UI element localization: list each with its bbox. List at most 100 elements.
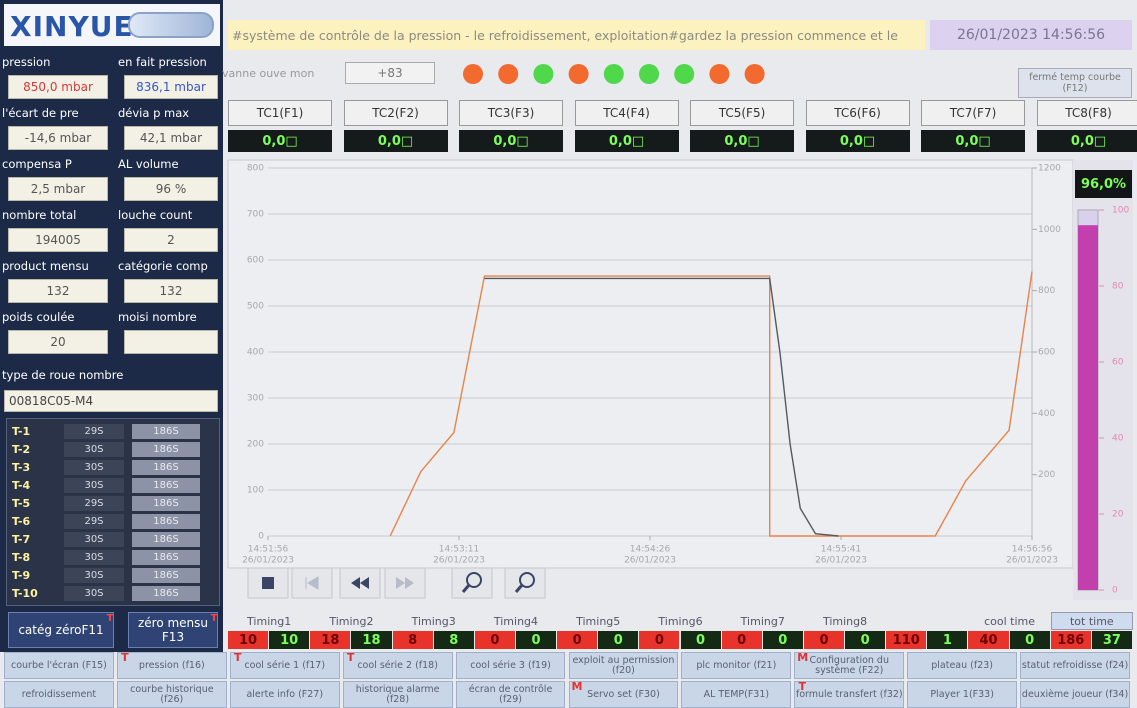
gauge-tick-label: 100 <box>1112 206 1129 216</box>
t-name: T-1 <box>12 423 60 439</box>
status-lamp <box>639 64 659 84</box>
menu-button[interactable]: écran de contrôle (f29) <box>456 681 566 708</box>
timing-value-a: 8 <box>393 631 433 649</box>
y-tick-label: 800 <box>247 164 264 174</box>
x-tick-date: 26/01/2023 <box>1006 556 1058 566</box>
x-tick-date: 26/01/2023 <box>815 556 867 566</box>
t-value-a: 30S <box>64 568 124 583</box>
gauge-tick-label: 60 <box>1112 358 1124 368</box>
menu-button[interactable]: refroidissement <box>4 681 114 708</box>
field-label: poids coulée <box>2 310 112 328</box>
x-tick-label: 14:55:41 <box>821 545 861 555</box>
valve-label: vanne ouve mon <box>222 62 342 84</box>
menu-button[interactable]: plateau (f23) <box>907 652 1017 679</box>
y2-tick-label: 400 <box>1038 409 1055 419</box>
timing-label: Timing1 <box>228 612 310 630</box>
gauge-fill <box>1078 225 1098 590</box>
y2-tick-label: 1000 <box>1038 225 1061 235</box>
zero-button-mark: T <box>209 613 219 625</box>
icon-stop <box>262 577 274 589</box>
timing-value-a: 0 <box>804 631 844 649</box>
timing-value-a: 0 <box>639 631 679 649</box>
y-tick-label: 400 <box>247 348 264 358</box>
hmi-screen: 0100200300400500600700800200400600800100… <box>0 0 1137 708</box>
gauge-tick-label: 40 <box>1112 434 1124 444</box>
menu-button[interactable]: pression (f16)T <box>117 652 227 679</box>
menu-button[interactable]: statut refroidisse (f24) <box>1020 652 1130 679</box>
t-value-b: 186S <box>132 568 200 583</box>
tc-button[interactable]: TC5(F5) <box>690 100 794 126</box>
status-lamp <box>498 64 518 84</box>
t-name: T-6 <box>12 513 60 529</box>
field-label: moisi nombre <box>118 310 222 328</box>
timing-value-a: 186 <box>1051 631 1091 649</box>
menu-button[interactable]: courbe historique (f26) <box>117 681 227 708</box>
menu-button[interactable]: Player 1(F33) <box>907 681 1017 708</box>
timing-value-b: 0 <box>763 631 803 649</box>
menu-button[interactable]: Configuration du système (F22)M <box>794 652 904 679</box>
y-tick-label: 300 <box>247 394 264 404</box>
menu-button[interactable]: alerte info (F27) <box>230 681 340 708</box>
gauge-tick-label: 20 <box>1112 510 1124 520</box>
x-tick-date: 26/01/2023 <box>624 556 676 566</box>
timing-value-a: 0 <box>475 631 515 649</box>
t-value-a: 30S <box>64 550 124 565</box>
status-lamp <box>569 64 589 84</box>
menu-button[interactable]: AL TEMP(F31) <box>681 681 791 708</box>
timing-label: Timing3 <box>393 612 475 630</box>
menu-button[interactable]: cool série 3 (f19) <box>456 652 566 679</box>
tc-value: 0,0□ <box>806 130 910 152</box>
datetime: 26/01/2023 14:56:56 <box>930 20 1132 50</box>
y2-tick-label: 200 <box>1038 470 1055 480</box>
gauge-tick-label: 80 <box>1112 282 1124 292</box>
timing-value-a: 18 <box>310 631 350 649</box>
t-value-b: 186S <box>132 478 200 493</box>
tc-value: 0,0□ <box>459 130 563 152</box>
y2-tick-label: 1200 <box>1038 164 1061 174</box>
tc-button[interactable]: TC2(F2) <box>344 100 448 126</box>
t-value-b: 186S <box>132 550 200 565</box>
menu-button[interactable]: courbe l'écran (F15) <box>4 652 114 679</box>
x-tick-label: 14:53:11 <box>439 545 479 555</box>
menu-button[interactable]: historique alarme (f28) <box>343 681 453 708</box>
curve-button[interactable]: fermé temp courbe (F12) <box>1018 68 1132 98</box>
menu-button[interactable]: exploit au permission (f20) <box>569 652 679 679</box>
field-label: pression <box>2 55 112 73</box>
t-value-b: 186S <box>132 424 200 439</box>
menu-button-mark: M <box>797 653 807 665</box>
tc-button[interactable]: TC4(F4) <box>575 100 679 126</box>
menu-button[interactable]: Servo set (F30)M <box>569 681 679 708</box>
chart-background <box>228 160 1073 568</box>
tc-button[interactable]: TC1(F1) <box>228 100 332 126</box>
field-label: product mensu <box>2 259 112 277</box>
t-value-b: 186S <box>132 496 200 511</box>
menu-button-mark: T <box>797 682 807 694</box>
valve-value: +83 <box>345 62 435 84</box>
timing-label: Timing5 <box>557 612 639 630</box>
menu-button[interactable]: cool série 2 (f18)T <box>343 652 453 679</box>
menu-button[interactable]: plc monitor (f21) <box>681 652 791 679</box>
tc-button[interactable]: TC6(F6) <box>806 100 910 126</box>
timing-value-b: 18 <box>351 631 391 649</box>
t-value-a: 29S <box>64 514 124 529</box>
tc-value: 0,0□ <box>344 130 448 152</box>
tc-button[interactable]: TC7(F7) <box>921 100 1025 126</box>
timing-value-a: 0 <box>722 631 762 649</box>
x-tick-date: 26/01/2023 <box>433 556 485 566</box>
field-value: 132 <box>124 279 218 303</box>
menu-button[interactable]: deuxième joueur (f34) <box>1020 681 1130 708</box>
field-label: louche count <box>118 208 222 226</box>
tc-button[interactable]: TC3(F3) <box>459 100 563 126</box>
timing-value-b: 10 <box>269 631 309 649</box>
timing-label: Timing6 <box>639 612 721 630</box>
tc-value: 0,0□ <box>228 130 332 152</box>
y-tick-label: 100 <box>247 486 264 496</box>
menu-button[interactable]: formule transfert (f32)T <box>794 681 904 708</box>
tc-button[interactable]: TC8(F8) <box>1037 100 1137 126</box>
tc-value: 0,0□ <box>1037 130 1137 152</box>
y2-tick-label: 600 <box>1038 348 1055 358</box>
field-label: compensa P <box>2 157 112 175</box>
menu-button[interactable]: cool série 1 (f17)T <box>230 652 340 679</box>
